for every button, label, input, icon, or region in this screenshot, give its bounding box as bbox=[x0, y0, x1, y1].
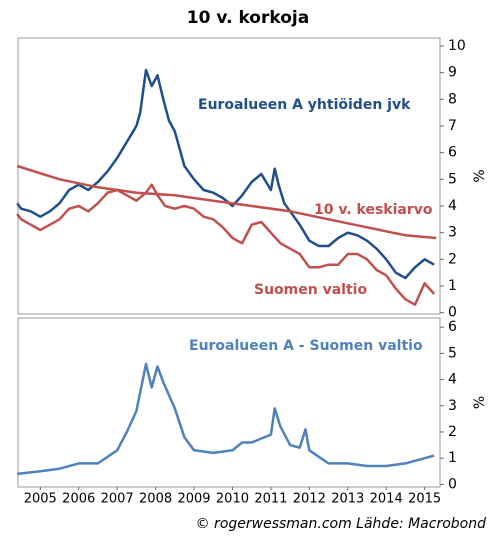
y-tick-label: 4 bbox=[448, 198, 457, 214]
y-axis-label: % bbox=[472, 396, 488, 409]
y-tick-label: 3 bbox=[448, 398, 457, 414]
y-tick-label: 5 bbox=[448, 345, 457, 361]
y-tick-label: 8 bbox=[448, 91, 457, 107]
series-label: 10 v. keskiarvo bbox=[314, 202, 433, 218]
y-tick-label: 7 bbox=[448, 118, 457, 134]
y-tick-label: 1 bbox=[448, 450, 457, 466]
y-tick-label: 0 bbox=[448, 305, 457, 321]
plot-frame bbox=[17, 37, 441, 315]
x-tick-label: 2015 bbox=[408, 492, 441, 507]
y-tick-label: 1 bbox=[448, 278, 457, 294]
y-tick-label: 6 bbox=[448, 145, 457, 161]
x-tick-label: 2008 bbox=[139, 492, 172, 507]
y-tick-label: 2 bbox=[448, 424, 457, 440]
y-tick-label: 10 bbox=[448, 38, 466, 54]
series-line bbox=[16, 164, 437, 240]
x-tick-label: 2006 bbox=[62, 492, 95, 507]
series-label: Euroalueen A yhtiöiden jvk bbox=[198, 97, 411, 113]
y-tick-label: 5 bbox=[448, 171, 457, 187]
y-axis-label: % bbox=[472, 169, 488, 182]
chart-title: 10 v. korkoja bbox=[187, 8, 309, 28]
x-tick-label: 2012 bbox=[293, 492, 326, 507]
x-tick-label: 2005 bbox=[24, 492, 57, 507]
series-line bbox=[17, 362, 435, 476]
source: © rogerwessman.com Lähde: Macrobond bbox=[196, 516, 486, 532]
x-tick-label: 2014 bbox=[370, 492, 403, 507]
series-label: Euroalueen A - Suomen valtio bbox=[189, 338, 423, 354]
plot-frame bbox=[17, 317, 441, 488]
x-tick-label: 2009 bbox=[177, 492, 210, 507]
y-tick-label: 0 bbox=[448, 476, 457, 492]
series-line bbox=[16, 183, 436, 306]
x-tick-label: 2011 bbox=[254, 492, 287, 507]
x-tick-label: 2010 bbox=[216, 492, 249, 507]
x-tick-label: 2007 bbox=[101, 492, 134, 507]
y-tick-label: 4 bbox=[448, 372, 457, 388]
y-tick-label: 3 bbox=[448, 225, 457, 241]
series-label: Suomen valtio bbox=[254, 282, 367, 298]
y-tick-label: 2 bbox=[448, 251, 457, 267]
x-tick-label: 2013 bbox=[331, 492, 364, 507]
y-tick-label: 6 bbox=[448, 319, 457, 335]
series-line bbox=[16, 68, 435, 280]
y-tick-label: 9 bbox=[448, 65, 457, 81]
